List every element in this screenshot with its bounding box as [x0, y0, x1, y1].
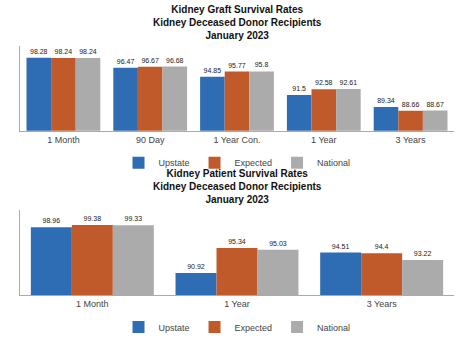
svg-text:94.85: 94.85 — [204, 67, 222, 74]
svg-text:Upstate: Upstate — [159, 158, 190, 168]
svg-text:98.24: 98.24 — [79, 48, 97, 55]
svg-text:96.47: 96.47 — [117, 58, 135, 65]
svg-text:1 Year: 1 Year — [311, 135, 337, 145]
svg-text:99.38: 99.38 — [84, 215, 102, 222]
svg-text:National: National — [317, 158, 350, 168]
svg-text:88.66: 88.66 — [402, 101, 420, 108]
svg-text:94.51: 94.51 — [332, 243, 350, 250]
svg-text:1 Month: 1 Month — [76, 299, 109, 309]
svg-text:Expected: Expected — [235, 323, 273, 333]
svg-text:98.24: 98.24 — [55, 48, 73, 55]
svg-text:95.8: 95.8 — [255, 61, 269, 68]
svg-text:Upstate: Upstate — [159, 323, 190, 333]
svg-text:National: National — [317, 323, 350, 333]
svg-text:92.61: 92.61 — [340, 79, 358, 86]
svg-text:3 Years: 3 Years — [396, 135, 427, 145]
svg-text:92.58: 92.58 — [315, 79, 333, 86]
svg-text:95.77: 95.77 — [228, 62, 246, 69]
svg-text:96.68: 96.68 — [166, 57, 184, 64]
svg-text:98.96: 98.96 — [43, 217, 61, 224]
svg-text:1 Year: 1 Year — [224, 299, 250, 309]
svg-text:96.67: 96.67 — [141, 57, 159, 64]
svg-text:Kidney Graft Survival RatesKid: Kidney Graft Survival RatesKidney Deceas… — [153, 4, 322, 41]
svg-text:1 Month: 1 Month — [47, 135, 80, 145]
svg-text:89.34: 89.34 — [377, 97, 395, 104]
svg-text:94.4: 94.4 — [375, 243, 389, 250]
svg-text:93.22: 93.22 — [414, 250, 432, 257]
svg-text:98.28: 98.28 — [30, 48, 48, 55]
svg-text:3 Years: 3 Years — [367, 299, 398, 309]
svg-text:Kidney Patient Survival RatesK: Kidney Patient Survival RatesKidney Dece… — [153, 168, 322, 205]
svg-text:91.5: 91.5 — [292, 85, 306, 92]
svg-text:1 Year Con.: 1 Year Con. — [213, 135, 260, 145]
svg-text:99.33: 99.33 — [125, 215, 143, 222]
svg-text:95.34: 95.34 — [228, 238, 246, 245]
svg-text:95.03: 95.03 — [269, 240, 287, 247]
svg-text:88.67: 88.67 — [426, 101, 444, 108]
svg-text:90.92: 90.92 — [187, 263, 205, 270]
svg-text:Expected: Expected — [235, 158, 273, 168]
svg-text:90 Day: 90 Day — [136, 135, 165, 145]
